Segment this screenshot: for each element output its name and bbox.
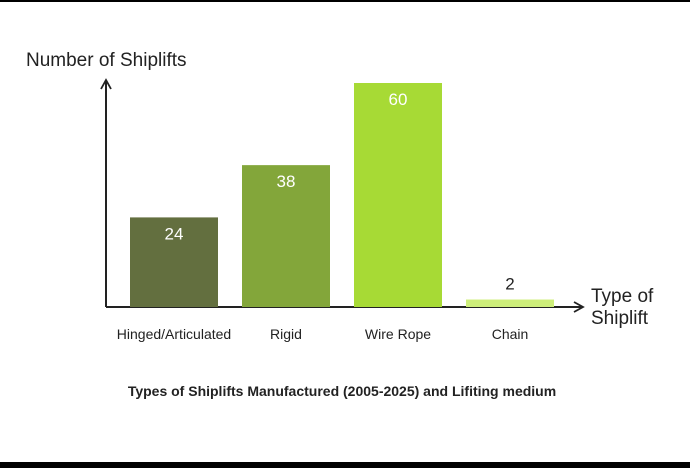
bar-1: [242, 165, 330, 307]
bar-value-label-0: 24: [165, 224, 184, 243]
x-axis-title-line-1: Type of: [591, 286, 654, 307]
x-tick-label-2: Wire Rope: [365, 326, 431, 342]
bar-value-label-3: 2: [505, 275, 514, 294]
bar-0: [130, 217, 218, 307]
bars-group: 24 Hinged/Articulated 38 Rigid 60 Wire Rope 2 C…: [117, 83, 554, 342]
x-axis-title-line-2: Shiplift: [591, 308, 649, 329]
bar-2: [354, 83, 442, 307]
y-axis-title: Number of Shiplifts: [26, 50, 187, 71]
bar-value-label-2: 60: [389, 90, 408, 109]
x-tick-label-1: Rigid: [270, 326, 302, 342]
chart-title: Types of Shiplifts Manufactured (2005-20…: [128, 383, 556, 399]
bar-value-label-1: 38: [277, 172, 296, 191]
x-tick-label-3: Chain: [492, 326, 529, 342]
bar-3: [466, 299, 554, 307]
x-tick-label-0: Hinged/Articulated: [117, 326, 231, 342]
